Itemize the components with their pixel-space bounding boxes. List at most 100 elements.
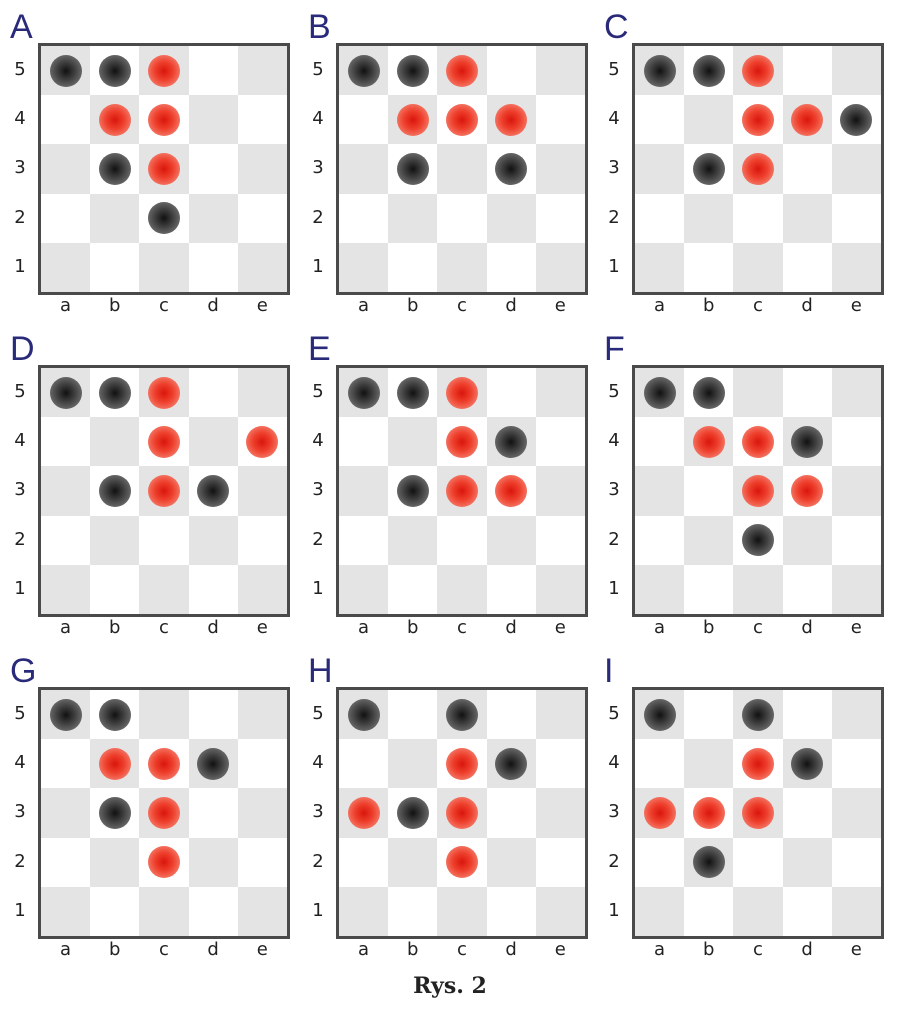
square-b2 [90, 193, 140, 243]
square-b2 [684, 515, 734, 565]
red-piece-c5 [148, 376, 180, 409]
rank-label: 1 [312, 899, 324, 921]
red-piece-c2 [148, 846, 180, 879]
square-e3 [237, 788, 287, 838]
square-c1 [733, 564, 783, 614]
rank-label: 3 [608, 801, 620, 823]
square-c1 [139, 564, 189, 614]
square-b1 [388, 243, 437, 292]
black-piece-d4 [197, 747, 230, 780]
red-piece-c4 [446, 103, 478, 136]
black-piece-a5 [49, 698, 82, 731]
red-piece-c3 [742, 475, 774, 507]
file-label: a [357, 295, 370, 316]
square-d4 [188, 417, 238, 467]
file-label: c [752, 295, 763, 316]
square-a2 [41, 194, 90, 243]
rank-label: 1 [608, 255, 620, 277]
file-label: a [653, 295, 666, 316]
file-label: e [256, 617, 268, 638]
square-d1 [487, 565, 536, 614]
file-label: b [702, 295, 715, 316]
rank-label: 2 [608, 206, 620, 228]
square-a2 [41, 516, 90, 565]
square-b2 [90, 515, 140, 565]
rank-label: 3 [14, 157, 26, 179]
square-e2 [536, 516, 585, 565]
square-a1 [41, 886, 91, 936]
black-piece-b5 [98, 376, 131, 409]
square-e5 [237, 690, 287, 740]
square-b4 [388, 417, 438, 467]
black-piece-a5 [347, 54, 380, 87]
square-a3 [339, 466, 389, 516]
square-a1 [339, 886, 389, 936]
square-d1 [487, 243, 536, 292]
square-d3 [783, 144, 832, 193]
rank-label: 5 [608, 59, 620, 80]
file-label: d [801, 295, 813, 316]
square-d5 [783, 368, 832, 417]
red-piece-c4 [446, 747, 478, 780]
file-label: e [256, 939, 268, 960]
rank-label: 5 [14, 59, 26, 80]
square-a4 [41, 95, 90, 144]
red-piece-d3 [495, 475, 528, 507]
rank-label: 4 [608, 108, 620, 130]
file-label: b [702, 939, 715, 960]
black-piece-d3 [197, 475, 230, 507]
file-label: c [456, 939, 467, 960]
rank-label: 3 [312, 801, 324, 823]
board [336, 365, 588, 617]
square-d1 [189, 887, 238, 936]
red-piece-c3 [148, 153, 180, 185]
rank-label: 5 [608, 703, 620, 724]
square-e3 [237, 466, 287, 516]
square-b4 [90, 417, 140, 467]
red-piece-c4 [148, 425, 180, 458]
red-piece-a3 [643, 797, 676, 829]
rank-label: 4 [312, 430, 324, 452]
square-a2 [339, 194, 388, 243]
square-e2 [238, 194, 287, 243]
square-e1 [831, 242, 881, 292]
square-e2 [832, 516, 881, 565]
file-label: b [108, 617, 121, 638]
file-label: e [850, 295, 862, 316]
board [632, 43, 884, 295]
square-c2 [139, 516, 188, 565]
square-a4 [339, 417, 388, 466]
file-label: d [505, 939, 517, 960]
square-e2 [832, 194, 881, 243]
rank-label: 3 [14, 801, 26, 823]
rank-label: 3 [608, 157, 620, 179]
square-b4 [684, 739, 734, 789]
black-piece-b3 [98, 153, 131, 185]
board [336, 43, 588, 295]
red-piece-e4 [246, 425, 279, 458]
square-e5 [237, 46, 287, 96]
square-e4 [536, 95, 585, 144]
square-a1 [41, 564, 91, 614]
diagram-h: H 5 4 3 2 1 a b c d e [308, 654, 598, 974]
file-label: d [505, 295, 517, 316]
square-a4 [339, 739, 388, 788]
square-e5 [535, 46, 585, 96]
red-piece-b4 [98, 103, 131, 136]
red-piece-c5 [446, 54, 478, 87]
file-label: b [108, 295, 121, 316]
diagram-e: E 5 4 3 2 1 a b c d e [308, 332, 598, 652]
board [38, 687, 290, 939]
square-b2 [388, 837, 438, 887]
square-d5 [487, 690, 536, 739]
rank-label: 2 [14, 528, 26, 550]
red-piece-c3 [742, 153, 774, 185]
file-label: a [653, 617, 666, 638]
file-label: a [59, 939, 72, 960]
square-e1 [535, 886, 585, 936]
file-label: c [158, 295, 169, 316]
square-a1 [41, 242, 91, 292]
file-label: d [801, 617, 813, 638]
red-piece-c4 [742, 425, 774, 458]
file-label: c [752, 617, 763, 638]
